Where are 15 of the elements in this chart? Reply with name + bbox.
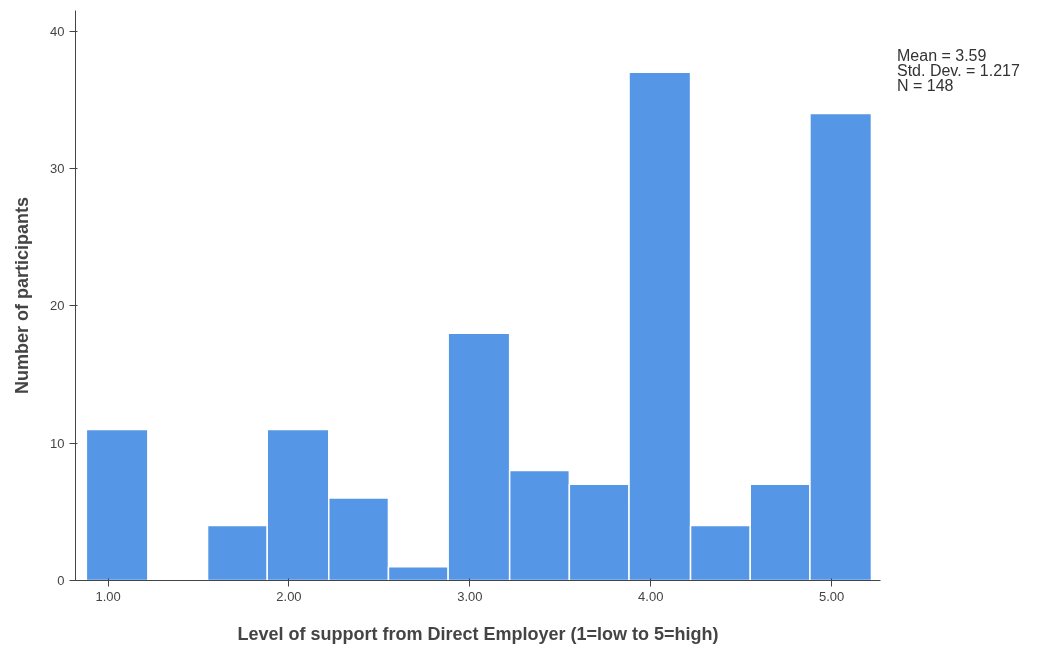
x-tick-label: 5.00 — [819, 588, 845, 604]
x-tick-label: 2.00 — [276, 588, 302, 604]
text: N = 148 — [897, 77, 954, 94]
text: Std. Dev. = 1.217 — [897, 62, 1020, 79]
text: Mean = 3.59 — [897, 47, 987, 64]
y-tick-label: 20 — [50, 298, 65, 314]
x-tick-label: 4.00 — [638, 588, 664, 604]
x-axis-title: Level of support from Direct Employer (1=low to 5=high) — [237, 623, 719, 644]
y-tick-label: 30 — [50, 160, 65, 176]
x-tick-label: 3.00 — [457, 588, 483, 604]
y-tick-label: 10 — [50, 435, 65, 451]
y-tick-label: 40 — [50, 23, 65, 39]
y-axis-title: Number of participants — [12, 196, 33, 395]
y-tick-label: 0 — [57, 573, 65, 588]
x-tick-label: 1.00 — [95, 588, 121, 604]
